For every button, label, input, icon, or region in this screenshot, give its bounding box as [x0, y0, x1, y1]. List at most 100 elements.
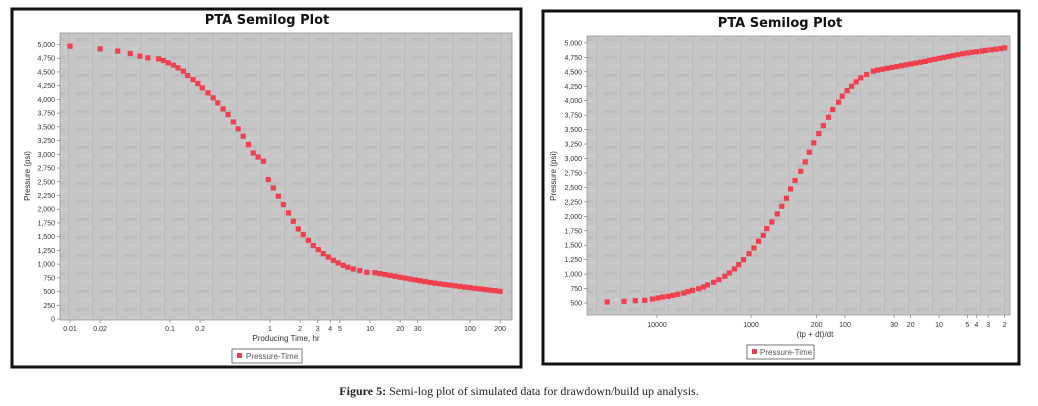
y-tick-label: 2,250 [564, 199, 582, 206]
data-point [412, 277, 418, 283]
data-point [305, 237, 311, 243]
data-point [802, 159, 808, 165]
data-point [704, 282, 711, 288]
x-tick-label: 0.2 [195, 326, 205, 333]
data-point [863, 71, 870, 78]
data-point [295, 226, 301, 232]
y-tick-label: 750 [43, 275, 55, 282]
data-point [115, 48, 121, 54]
x-tick-label: 30 [414, 326, 422, 333]
data-point [170, 62, 176, 68]
y-tick-label: 3,000 [564, 156, 582, 163]
data-point [879, 66, 886, 72]
y-tick-label: 3,000 [37, 152, 55, 159]
y-tick-label: 2,500 [564, 185, 582, 192]
y-tick-label: 3,750 [564, 113, 582, 120]
y-tick-label: 1,250 [564, 257, 582, 264]
data-point [270, 185, 276, 191]
data-point [696, 286, 702, 292]
data-point [655, 295, 661, 301]
data-point [922, 58, 928, 64]
data-point [137, 53, 143, 59]
y-tick-label: 3,750 [37, 111, 55, 118]
y-tick-label: 0 [51, 317, 55, 324]
data-point [255, 154, 261, 160]
y-tick-label: 750 [570, 286, 582, 293]
data-point [681, 290, 687, 296]
data-point [979, 48, 985, 54]
data-point [350, 266, 356, 272]
data-point [660, 294, 666, 300]
data-point [467, 285, 473, 291]
data-point [726, 270, 732, 276]
x-tick-label: 0.01 [63, 326, 77, 333]
data-point [97, 46, 103, 52]
data-point [364, 269, 370, 275]
data-point [665, 293, 671, 299]
legend: Pressure-Time [231, 348, 303, 364]
legend: Pressure-Time [746, 344, 815, 360]
x-tick-label: 200 [494, 326, 506, 333]
data-point [955, 52, 961, 58]
data-point [210, 95, 216, 101]
data-point [310, 242, 316, 249]
data-point [751, 245, 757, 251]
y-tick-label: 1,500 [564, 243, 582, 250]
y-tick-label: 1,000 [564, 272, 582, 279]
data-point [457, 283, 463, 290]
x-tick-label: 2 [298, 326, 302, 333]
data-point [377, 270, 383, 277]
data-point [145, 55, 151, 61]
data-point [710, 279, 717, 285]
data-point [912, 60, 919, 66]
data-point [67, 43, 73, 49]
data-point [964, 50, 970, 56]
data-point [225, 111, 231, 118]
data-point [260, 158, 267, 164]
x-tick-label: 10 [935, 322, 943, 329]
x-tick-label: 30 [890, 322, 898, 329]
data-point [931, 56, 937, 62]
data-point [205, 90, 211, 96]
data-point [417, 278, 423, 284]
y-tick-label: 2,250 [37, 193, 55, 200]
data-point [740, 257, 747, 263]
x-tick-label: 10000 [647, 322, 667, 329]
data-point [950, 53, 956, 59]
data-point [960, 51, 966, 57]
data-point [127, 50, 133, 57]
data-point [199, 85, 205, 91]
data-point [736, 262, 742, 268]
data-point [649, 296, 655, 302]
data-point [849, 83, 855, 89]
y-tick-label: 1,500 [37, 234, 55, 241]
x-tick-label: 3 [986, 322, 990, 329]
data-point [185, 72, 191, 79]
data-point [487, 287, 493, 293]
x-axis-label: (tp + dt)/dt [797, 330, 834, 339]
plot-area [59, 32, 513, 321]
data-point [230, 119, 236, 125]
caption-label: Figure 5: [339, 384, 387, 398]
y-tick-label: 500 [43, 289, 55, 296]
y-tick-label: 2,000 [564, 214, 582, 221]
data-point [816, 130, 822, 137]
data-point [357, 268, 363, 274]
data-point [689, 287, 696, 293]
x-tick-label: 0.1 [165, 326, 175, 333]
legend-marker [237, 353, 242, 358]
data-point [437, 281, 443, 287]
y-tick-label: 2,000 [37, 207, 55, 214]
chart-title: PTA Semilog Plot [718, 16, 843, 31]
x-axis-label: Producing Time, hr [252, 334, 319, 343]
y-tick-label: 5,000 [37, 42, 55, 49]
caption-text: Semi-log plot of simulated data for draw… [386, 384, 699, 398]
data-point [835, 99, 842, 105]
y-tick-label: 2,750 [564, 170, 582, 177]
data-point [839, 93, 845, 99]
plot-area [586, 35, 1011, 316]
data-point [1002, 45, 1008, 51]
data-point [830, 106, 836, 113]
y-tick-label: 4,750 [37, 56, 55, 63]
data-point [798, 168, 804, 174]
